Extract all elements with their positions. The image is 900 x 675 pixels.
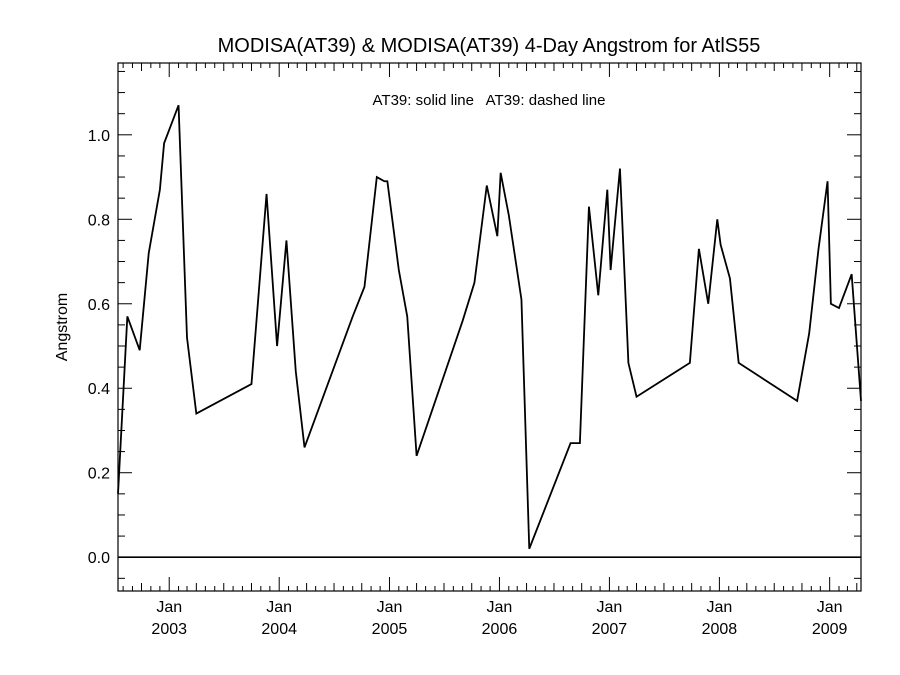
x-tick-year-label: 2004	[261, 621, 297, 638]
x-tick-year-label: 2006	[482, 621, 518, 638]
y-tick-label: 0.2	[88, 466, 110, 483]
chart-legend: AT39: solid line AT39: dashed line	[373, 92, 606, 109]
x-tick-year-label: 2005	[372, 621, 408, 638]
x-tick-month-label: Jan	[156, 599, 182, 616]
y-tick-label: 1.0	[88, 128, 110, 145]
x-tick-month-label: Jan	[706, 599, 732, 616]
x-tick-year-label: 2008	[702, 621, 738, 638]
y-tick-label: 0.8	[88, 212, 110, 229]
x-tick-year-label: 2003	[151, 621, 187, 638]
y-axis-label: Angstrom	[54, 293, 71, 361]
plot-area: 0.0 0.2 0.4 0.6 0.8 1.0 Jan 2003 Jan 2004 Jan 2005 J…	[88, 62, 862, 638]
chart-title: MODISA(AT39) & MODISA(AT39) 4-Day Angstr…	[218, 35, 761, 57]
x-tick-month-label: Jan	[817, 599, 843, 616]
x-tick-year-label: 2009	[812, 621, 848, 638]
x-tick-year-label: 2007	[592, 621, 628, 638]
plot-frame	[117, 62, 862, 592]
y-tick-label: 0.6	[88, 297, 110, 314]
angstrom-series-line	[117, 104, 862, 550]
x-tick-month-label: Jan	[487, 599, 513, 616]
x-tick-month-label: Jan	[266, 599, 292, 616]
x-tick-month-label: Jan	[597, 599, 623, 616]
y-tick-label: 0.4	[88, 381, 110, 398]
y-tick-label: 0.0	[88, 550, 110, 567]
x-tick-month-label: Jan	[377, 599, 403, 616]
